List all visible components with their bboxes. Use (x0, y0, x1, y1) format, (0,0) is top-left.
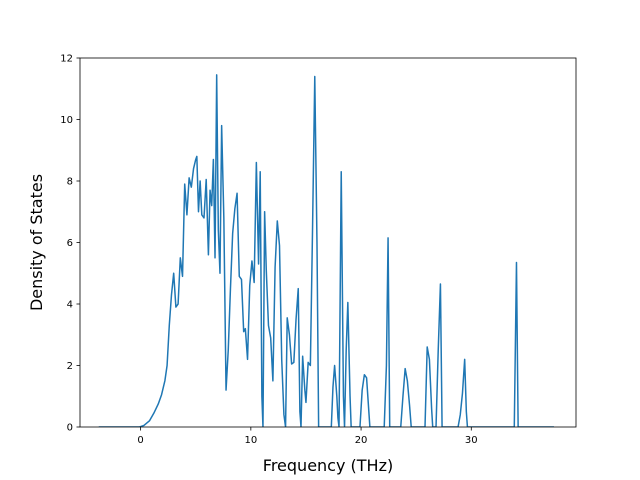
y-tick-label-10: 10 (60, 115, 73, 126)
series-line-0 (98, 74, 554, 427)
x-tick-label-20: 20 (355, 435, 368, 446)
y-tick-label-12: 12 (60, 54, 73, 65)
x-tick-label-30: 30 (465, 435, 478, 446)
x-tick-label-0: 0 (137, 435, 143, 446)
y-tick-label-6: 6 (67, 238, 73, 249)
x-axis-title: Frequency (THz) (263, 456, 393, 475)
y-tick-label-8: 8 (67, 177, 73, 188)
plot-frame (79, 57, 577, 428)
x-tick-label-10: 10 (244, 435, 257, 446)
y-axis-title: Density of States (27, 174, 46, 311)
y-tick-label-4: 4 (67, 300, 73, 311)
y-tick-label-0: 0 (67, 423, 73, 434)
y-tick-label-2: 2 (67, 361, 73, 372)
